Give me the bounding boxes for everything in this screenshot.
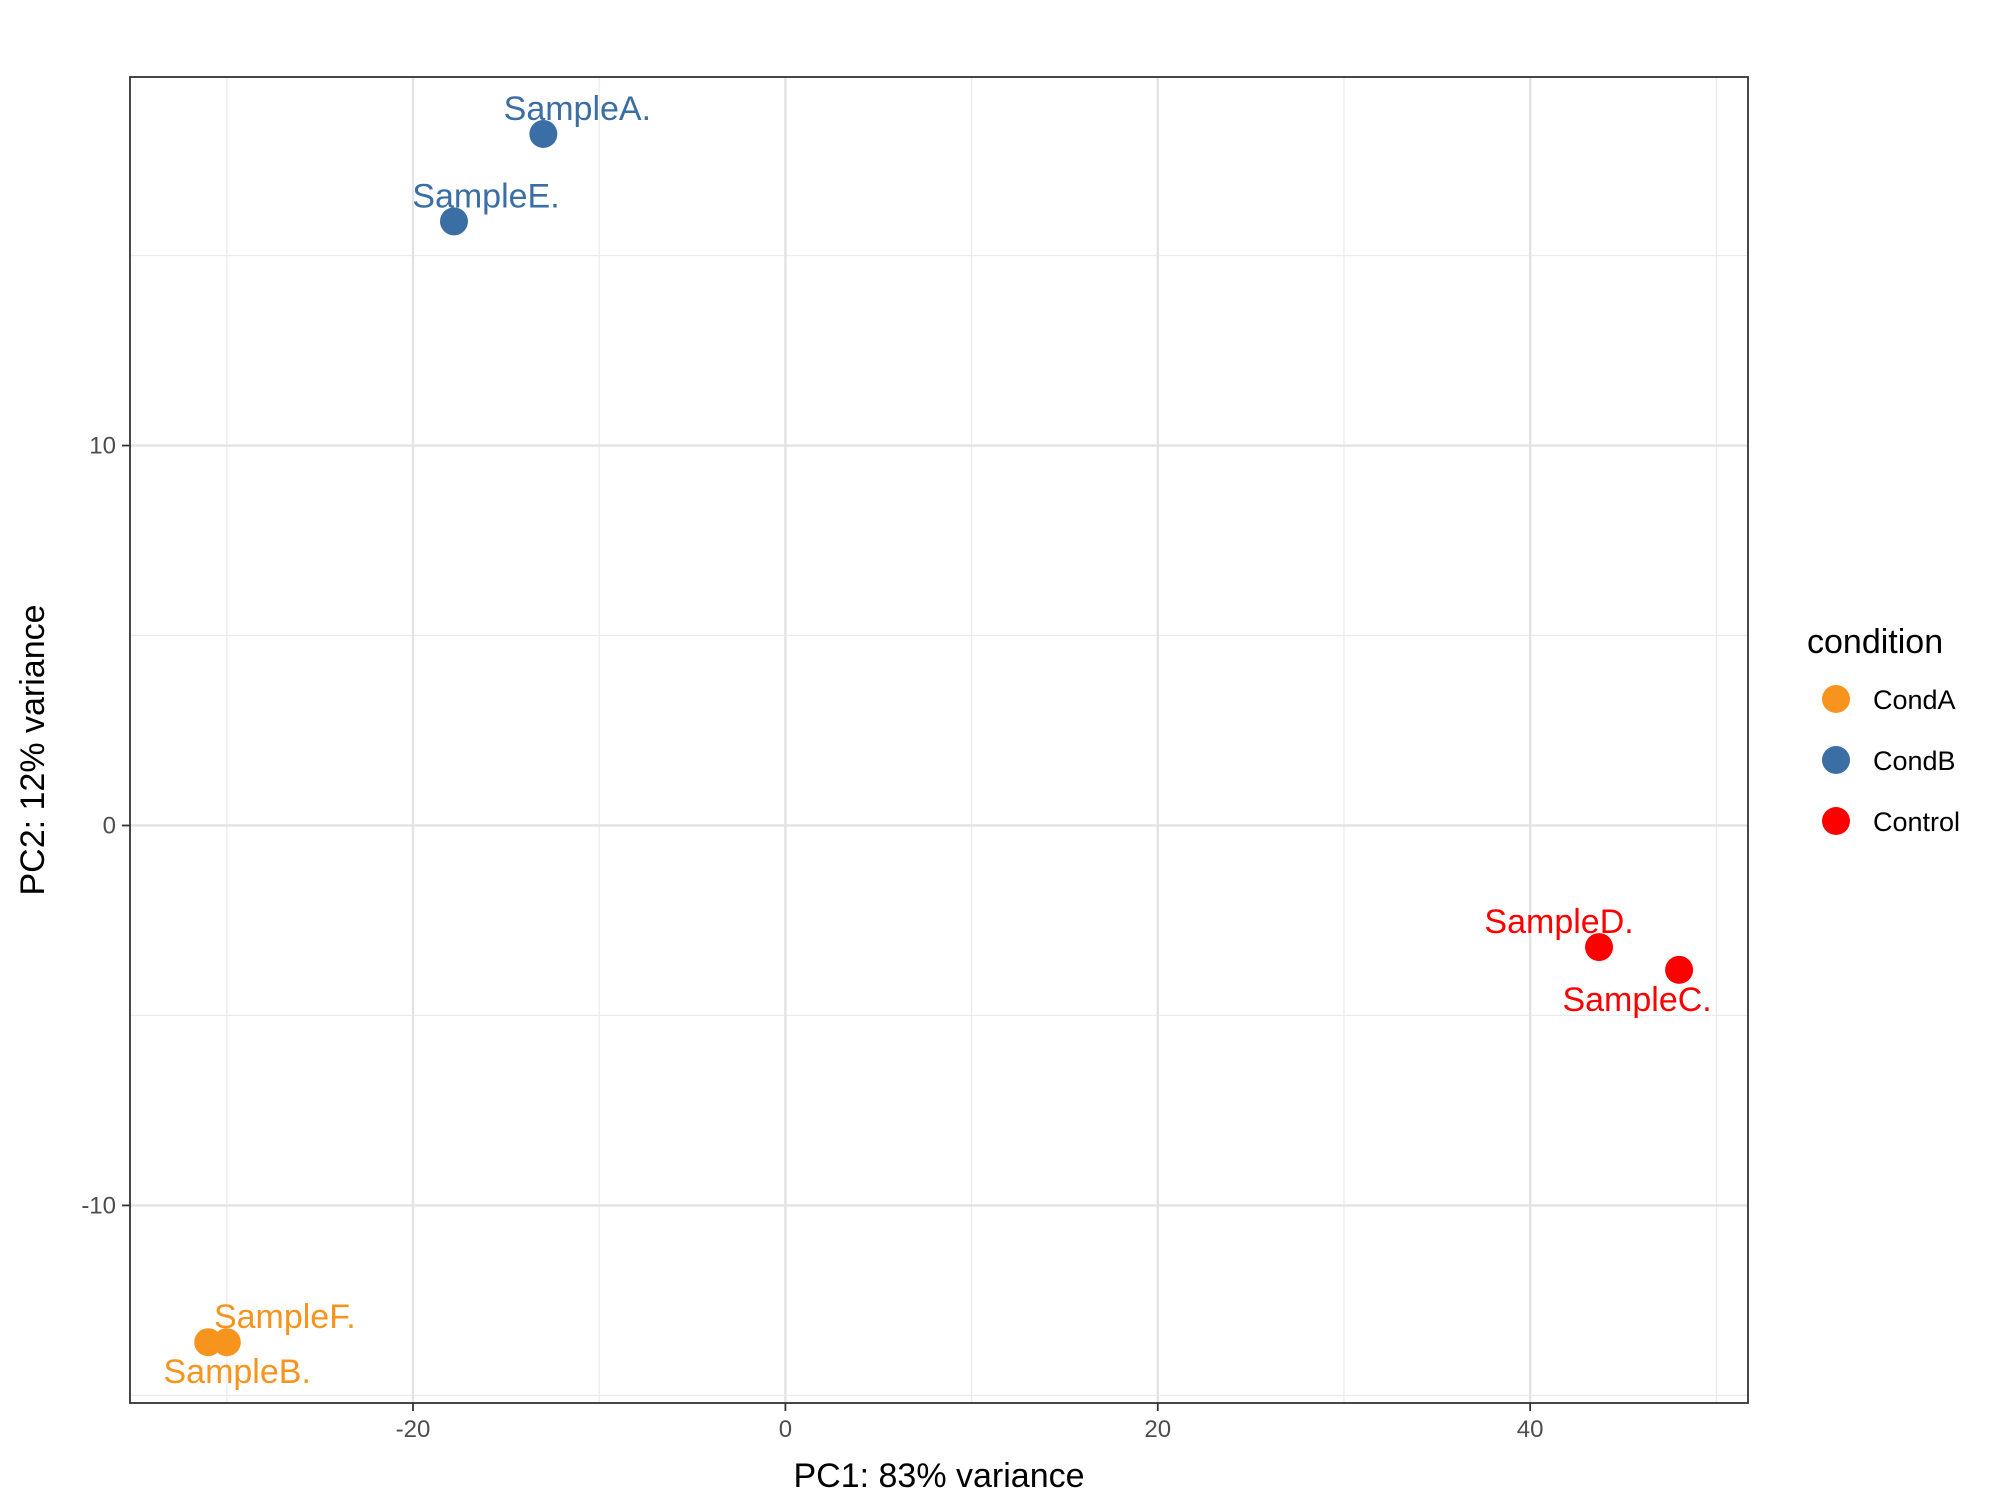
data-point: [529, 119, 558, 148]
legend-key: [1822, 685, 1850, 713]
legend-key: [1822, 746, 1850, 774]
y-axis-title: PC2: 12% variance: [14, 604, 52, 895]
legend: condition CondA CondB Control: [1807, 623, 1960, 837]
point-label: SampleF.: [214, 1298, 356, 1336]
legend-label: CondA: [1873, 685, 1956, 715]
legend-label: CondB: [1873, 746, 1956, 776]
point-label: SampleB.: [163, 1353, 310, 1391]
point-label: SampleD.: [1484, 903, 1633, 941]
point-label: SampleE.: [412, 177, 559, 215]
legend-title: condition: [1807, 623, 1943, 661]
point-label: SampleC.: [1562, 981, 1711, 1019]
data-point: [439, 207, 468, 236]
x-tick-label: 20: [1144, 1416, 1171, 1443]
legend-label: Control: [1873, 807, 1960, 837]
legend-key: [1822, 807, 1850, 835]
x-tick-label: -20: [396, 1416, 431, 1443]
point-label: SampleA.: [504, 90, 651, 128]
y-tick-label: -10: [81, 1192, 116, 1219]
points-layer: SampleA. SampleE. SampleF. SampleB. SampleD.…: [163, 90, 1711, 1391]
data-point: [194, 1328, 223, 1357]
y-tick-label: 10: [89, 433, 116, 460]
data-point: [1585, 933, 1614, 962]
x-tick-label: 40: [1517, 1416, 1544, 1443]
axes-layer: -20 0 20 40 -10 0 10 PC1: 83% variance PC2: 12% …: [14, 76, 1749, 1495]
plot-panel-border: [129, 76, 1749, 1404]
grid-layer: [130, 77, 1748, 1403]
y-tick-label: 0: [103, 812, 116, 839]
x-tick-label: 0: [779, 1416, 792, 1443]
plot-panel-background: [130, 77, 1748, 1403]
x-axis-title: PC1: 83% variance: [793, 1457, 1084, 1495]
data-point: [1665, 955, 1694, 984]
